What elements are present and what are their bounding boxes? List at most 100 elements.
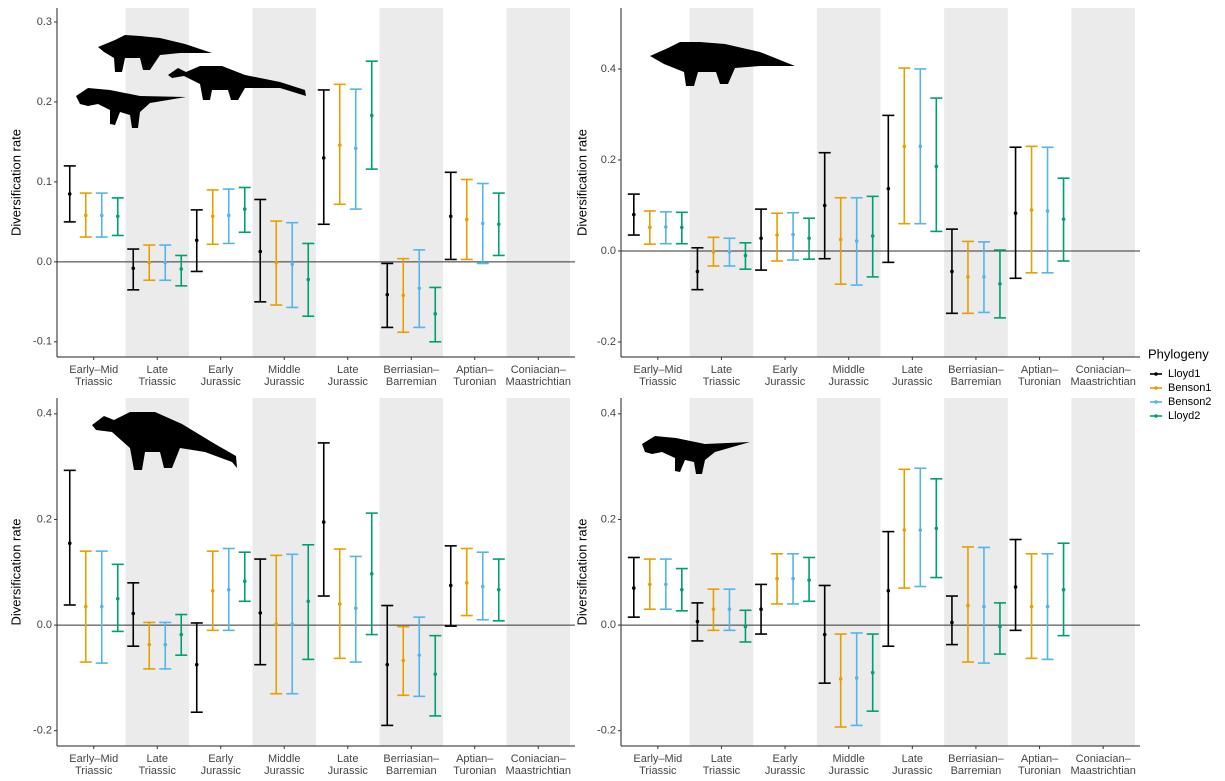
point <box>84 605 88 609</box>
point <box>966 275 970 279</box>
legend-label: Benson2 <box>1168 396 1211 408</box>
point <box>116 214 120 218</box>
y-tick-label: -0.1 <box>33 336 52 348</box>
point <box>417 653 421 657</box>
x-tick-label: Berriasian–Barremian <box>948 753 1005 777</box>
point <box>680 226 684 230</box>
band-shade <box>817 8 881 357</box>
point <box>322 156 326 160</box>
point <box>839 677 843 681</box>
point <box>1046 209 1050 213</box>
legend-swatch-point <box>1154 386 1158 390</box>
point <box>648 583 652 587</box>
point <box>195 238 199 242</box>
point <box>903 528 907 532</box>
x-tick-label: Berriasian–Barremian <box>948 364 1005 388</box>
point <box>497 222 501 226</box>
point <box>871 234 875 238</box>
point <box>68 541 72 545</box>
point <box>370 572 374 576</box>
point <box>775 233 779 237</box>
figure: -0.10.00.10.20.3Diversification rateEarl… <box>0 0 1225 781</box>
point <box>290 622 294 626</box>
y-tick-label: 0.0 <box>601 245 616 257</box>
point <box>100 605 104 609</box>
point <box>935 165 939 169</box>
y-axis-label: Diversification rate <box>8 129 23 236</box>
point <box>401 294 405 298</box>
point <box>664 225 668 229</box>
band-shade <box>380 8 444 357</box>
x-tick-label: LateJurassic <box>328 753 369 777</box>
point <box>481 585 485 589</box>
point <box>632 213 636 217</box>
point <box>728 250 732 254</box>
point <box>354 606 358 610</box>
y-tick-label: 0.0 <box>37 619 52 631</box>
point <box>227 588 231 592</box>
point <box>385 293 389 297</box>
band-shade <box>507 398 571 746</box>
point <box>179 267 183 271</box>
point <box>131 266 135 270</box>
point <box>211 589 215 593</box>
point <box>401 659 405 663</box>
point <box>919 528 923 532</box>
y-tick-label: -0.2 <box>597 336 616 348</box>
point <box>258 611 262 615</box>
point <box>807 236 811 240</box>
point <box>147 261 151 265</box>
point <box>433 672 437 676</box>
point <box>354 147 358 151</box>
point <box>759 236 763 240</box>
point <box>1062 217 1066 221</box>
point <box>163 643 167 647</box>
stegosaur-silhouette <box>650 42 795 86</box>
legend-swatch-point <box>1154 372 1158 376</box>
y-axis-label: Diversification rate <box>574 129 589 236</box>
y-tick-label: 0.0 <box>37 256 52 268</box>
point <box>919 145 923 149</box>
point <box>887 187 891 191</box>
sauropod-silhouette <box>92 412 237 470</box>
x-tick-label: Early–MidTriassic <box>69 364 118 388</box>
y-axis-label: Diversification rate <box>574 519 589 626</box>
point <box>449 584 453 588</box>
point <box>696 620 700 624</box>
point <box>258 250 262 254</box>
point <box>712 607 716 611</box>
y-tick-label: 0.2 <box>601 513 616 525</box>
point <box>998 625 1002 629</box>
y-tick-label: 0.2 <box>37 96 52 108</box>
point <box>823 204 827 208</box>
point <box>696 270 700 274</box>
point <box>998 282 1002 286</box>
point <box>306 278 310 282</box>
point <box>807 578 811 582</box>
band-shade <box>1071 8 1135 357</box>
point <box>243 579 247 583</box>
point <box>1014 211 1018 215</box>
point <box>1014 585 1018 589</box>
point <box>791 577 795 581</box>
y-tick-label: 0.4 <box>601 63 616 75</box>
point <box>935 527 939 531</box>
point <box>823 633 827 637</box>
point <box>274 261 278 265</box>
point <box>887 589 891 593</box>
point <box>728 607 732 611</box>
band-shade <box>507 8 571 357</box>
band-shade <box>817 398 881 746</box>
point <box>68 192 72 196</box>
point <box>966 604 970 608</box>
